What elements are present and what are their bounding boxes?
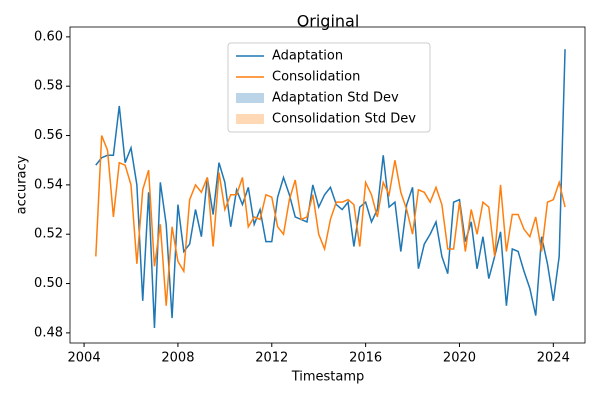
x-tick-label: 2024 — [537, 351, 570, 366]
y-tick-label: 0.52 — [34, 227, 63, 242]
x-tick-label: 2004 — [68, 351, 101, 366]
y-tick-label: 0.50 — [34, 276, 63, 291]
x-axis-label: Timestamp — [291, 370, 365, 385]
x-tick-label: 2008 — [161, 351, 194, 366]
legend-label: Consolidation Std Dev — [272, 112, 416, 127]
series-line — [95, 135, 566, 306]
y-tick-label: 0.58 — [34, 79, 63, 94]
y-tick-label: 0.60 — [34, 29, 63, 44]
legend-patch — [236, 93, 264, 103]
x-tick-label: 2016 — [349, 351, 382, 366]
plot-frame — [69, 26, 586, 344]
series-line — [95, 49, 566, 328]
legend-label: Adaptation — [272, 49, 343, 64]
x-tick-label: 2012 — [255, 351, 288, 366]
y-tick-label: 0.54 — [34, 177, 63, 192]
x-tick-label: 2020 — [443, 351, 476, 366]
legend-label: Consolidation — [272, 70, 360, 85]
legend-label: Adaptation Std Dev — [272, 91, 399, 106]
legend-box — [227, 42, 431, 133]
legend-patch — [236, 114, 264, 124]
y-tick-label: 0.48 — [34, 325, 63, 340]
chart-title: Original — [297, 12, 360, 31]
y-axis-label: accuracy — [15, 155, 30, 214]
y-tick-label: 0.56 — [34, 128, 63, 143]
